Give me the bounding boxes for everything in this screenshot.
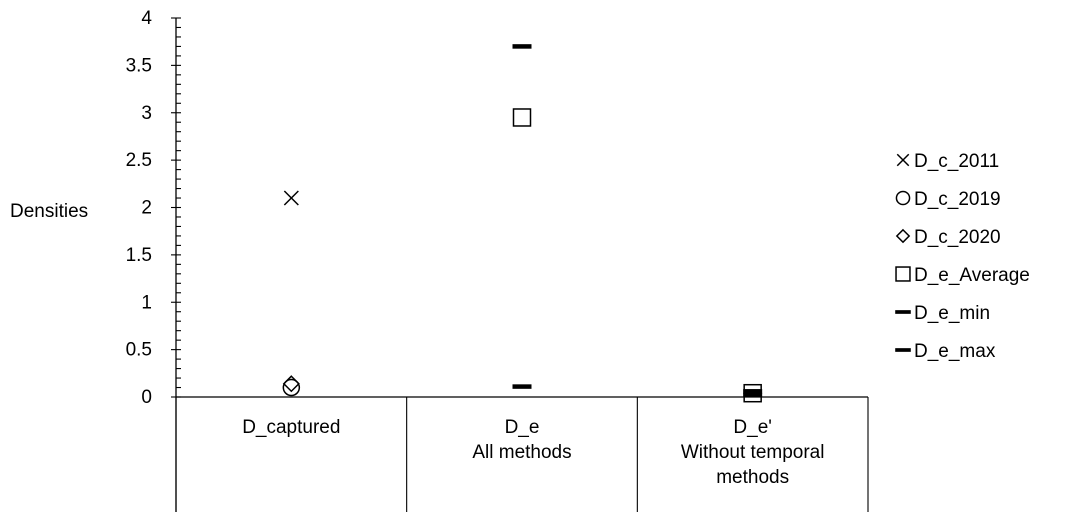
y-tick-label: 3 — [141, 103, 152, 124]
legend-label: D_e_min — [914, 303, 990, 324]
category-label: D_e — [505, 417, 540, 438]
legend-label: D_c_2011 — [914, 151, 999, 172]
y-tick-label: 2.5 — [126, 150, 152, 171]
marker-x — [283, 190, 299, 206]
legend-label: D_c_2019 — [914, 189, 1001, 210]
marker-diamond — [282, 375, 300, 393]
marker-square — [895, 266, 911, 282]
y-tick-label: 0 — [141, 387, 152, 408]
y-tick-label: 0.5 — [126, 340, 152, 361]
legend-label: D_e_Average — [914, 265, 1030, 286]
marker-square — [512, 108, 532, 127]
category-label: methods — [716, 467, 789, 488]
marker-dash — [895, 348, 911, 352]
legend-item: D_e_max — [895, 341, 996, 362]
marker-dash — [743, 389, 763, 394]
marker-circle — [895, 190, 911, 206]
marker-diamond — [895, 228, 911, 244]
category-label: All methods — [472, 442, 571, 463]
y-ticks: 0 0.5 1 1.5 2 2.5 3 3.5 4 — [126, 8, 181, 408]
legend-item: D_e_min — [895, 303, 990, 324]
marker-dash — [512, 44, 532, 49]
legend-label: D_c_2020 — [914, 227, 1001, 248]
legend-item: D_e_Average — [895, 265, 1030, 286]
category-label: D_captured — [242, 417, 340, 438]
legend-item: D_c_2019 — [895, 189, 1001, 210]
y-axis-label: Densities — [10, 201, 88, 222]
category-label: D_e' — [733, 417, 771, 438]
legend-item: D_c_2020 — [895, 227, 1001, 248]
legend: D_c_2011 D_c_2019 D_c_2020 D_e_Average D_e_m… — [895, 151, 1030, 362]
marker-dash — [895, 310, 911, 314]
category-axis: D_captured D_e All methods D_e' Without temp… — [175, 397, 869, 512]
category-label: Without temporal — [681, 442, 825, 463]
y-tick-label: 1.5 — [126, 245, 152, 266]
data-markers — [282, 44, 763, 403]
y-tick-label: 3.5 — [126, 55, 152, 76]
marker-dash — [512, 384, 532, 389]
marker-x — [896, 153, 910, 167]
y-tick-label: 2 — [141, 198, 152, 219]
marker-circle — [282, 378, 301, 397]
y-tick-label: 4 — [141, 8, 152, 29]
marker-dash — [743, 392, 763, 398]
legend-item: D_c_2011 — [896, 151, 999, 172]
legend-label: D_e_max — [914, 341, 996, 362]
y-tick-label: 1 — [141, 292, 152, 313]
